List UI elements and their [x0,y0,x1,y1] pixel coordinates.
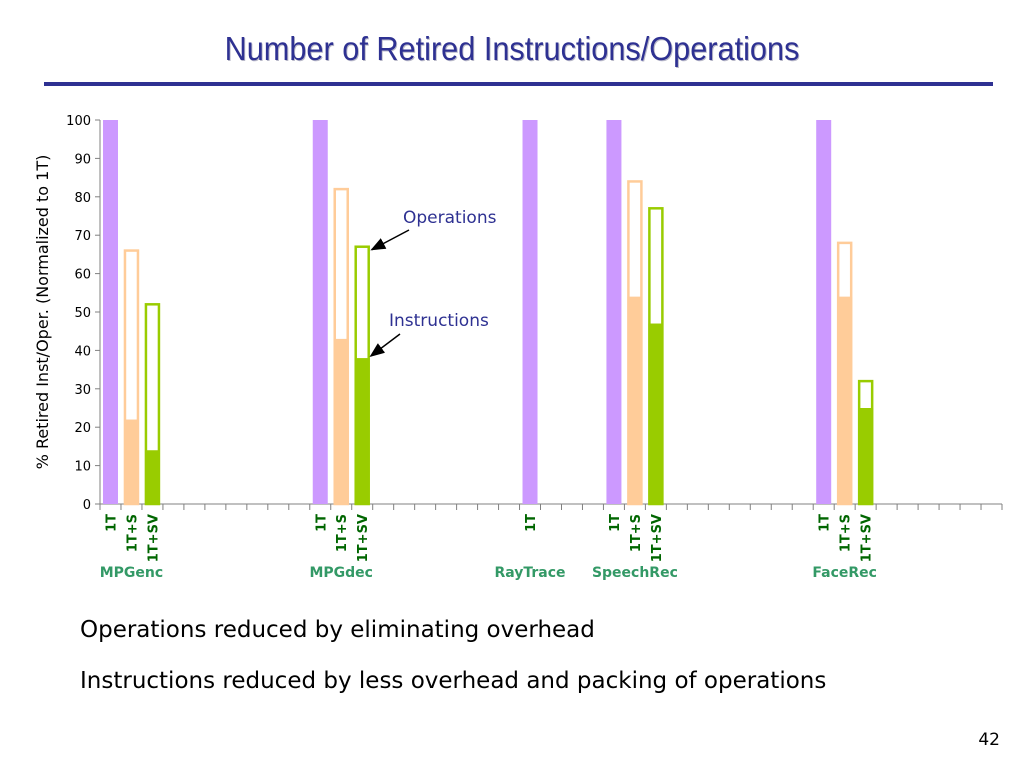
benchmark-label-facerec: FaceRec [812,565,877,581]
bar-operations-mpgdec-1t-s [333,187,349,506]
bar-instructions-facerec-1t-s [837,296,853,504]
bar-operations-mpgdec-1t-sv [354,245,370,506]
bar-label: 1T [314,514,329,532]
y-tick-label: 30 [74,383,91,398]
bullet-operations: Operations reduced by eliminating overhe… [80,617,595,643]
retired-instructions-chart: 0 10 20 30 40 50 60 70 80 90 100 % Retired Inst/Ope… [33,114,1003,581]
bar-instructions-mpgenc-1t-sv [144,450,160,504]
bar-operations-mpgenc-1t-sv [144,303,161,506]
y-tick-label: 60 [74,268,91,283]
bar-label: 1T+S [839,514,854,552]
bar-label: 1T+S [629,514,644,552]
bar-speechrec-1t [606,120,622,504]
bar-label: 1T+S [125,514,140,552]
bar-label: 1T+S [335,514,350,552]
y-tick-label: 80 [74,191,91,206]
y-tick-label: 40 [74,344,91,359]
bar-facerec-1t [816,120,832,504]
bar-instructions-speechrec-1t-s [627,296,643,504]
operations-annotation: Operations [403,208,497,228]
bar-label: 1T+SV [860,514,875,562]
bullet-instructions: Instructions reduced by less overhead an… [80,668,827,694]
y-tick-label: 20 [74,421,91,436]
y-tick-label: 10 [74,460,91,475]
page-number: 42 [978,730,1000,750]
instructions-arrow [369,333,401,357]
bar-operations-facerec-1t-sv [857,379,874,506]
bar-label: 1T [104,514,119,532]
bar-label: 1T [608,514,623,532]
benchmark-label-raytrace: RayTrace [494,565,565,581]
bar-instructions-mpgdec-1t-s [333,338,349,504]
bullet-list: Operations reduced by eliminating overhe… [80,614,826,716]
bar-label: 1T+SV [650,514,665,562]
bar-label: 1T+SV [146,514,161,562]
bar-instructions-mpgdec-1t-sv [354,358,370,504]
slide-title: Number of Retired Instructions/Operation… [224,30,800,67]
benchmark-label-speechrec: SpeechRec [592,565,678,581]
y-tick-label: 70 [74,229,91,244]
bar-operations-mpgenc-1t-s [123,249,140,506]
bar-label: 1T [818,514,833,532]
benchmark-label-mpgdec: MPGdec [309,565,373,581]
bar-label: 1T+SV [356,514,371,562]
y-tick-label: 50 [74,306,91,321]
bar-operations-facerec-1t-s [836,241,853,506]
bar-instructions-mpgenc-1t-s [123,419,139,504]
bar-mpgdec-1t [312,120,328,504]
bar-instructions-speechrec-1t-sv [648,323,664,504]
operations-arrow [370,229,410,251]
y-axis-title: % Retired Inst/Oper. (Normalized to 1T) [33,155,52,470]
y-tick-label: 100 [66,114,91,129]
bar-mpgenc-1t [102,120,118,504]
instructions-annotation: Instructions [389,311,489,331]
bar-raytrace-1t [522,120,538,504]
bar-operations-speechrec-1t-sv [648,207,664,506]
benchmark-label-mpgenc: MPGenc [100,565,163,581]
bar-instructions-facerec-1t-sv [858,408,874,504]
y-tick-label: 90 [74,152,91,167]
y-tick-label: 0 [83,498,91,513]
bar-label: 1T [524,514,539,532]
title-divider [44,82,993,86]
bar-operations-speechrec-1t-s [627,180,643,506]
